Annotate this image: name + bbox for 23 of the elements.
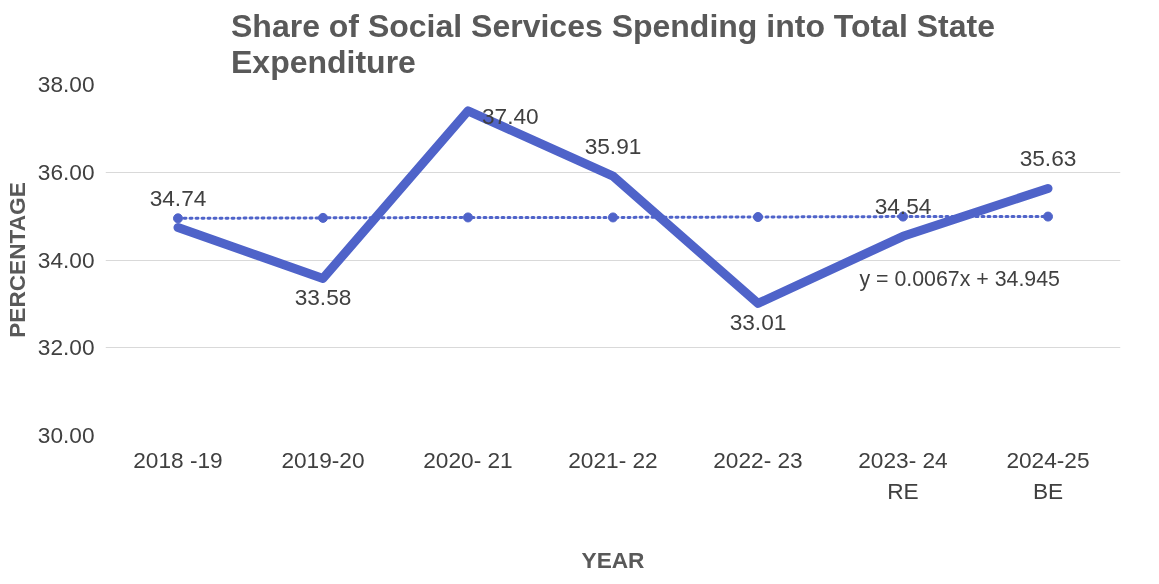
- data-label: 35.91: [584, 133, 642, 160]
- y-tick-label: 34.00: [37, 246, 95, 273]
- chart-title: Share of Social Services Spending into Total State Expenditure: [230, 7, 996, 80]
- data-label: 35.63: [1019, 145, 1077, 172]
- y-tick-label: 30.00: [37, 422, 95, 448]
- data-label: 37.40: [482, 103, 539, 130]
- data-label: 34.74: [149, 184, 207, 211]
- data-label: 33.58: [294, 284, 352, 311]
- y-axis-title: PERCENTAGE: [3, 182, 30, 338]
- x-tick-label: 2022- 23: [713, 446, 803, 473]
- x-tick-label: 2024-25 BE: [1006, 446, 1090, 504]
- x-tick-label: 2020- 21: [423, 446, 513, 473]
- x-tick-label: 2021- 22: [568, 446, 658, 473]
- data-label: 33.01: [729, 309, 787, 336]
- annotation: y = 0.0067x + 34.945: [859, 266, 1060, 291]
- y-tick-label: 36.00: [37, 158, 95, 185]
- x-axis-title: YEAR: [581, 546, 645, 573]
- x-tick-label: 2023- 24 RE: [858, 446, 948, 504]
- y-tick-label: 38.00: [37, 71, 95, 97]
- x-tick-label: 2018 -19: [133, 446, 223, 473]
- y-tick-label: 32.00: [37, 334, 95, 361]
- data-label: 34.54: [874, 193, 932, 220]
- x-tick-label: 2019-20: [281, 446, 365, 473]
